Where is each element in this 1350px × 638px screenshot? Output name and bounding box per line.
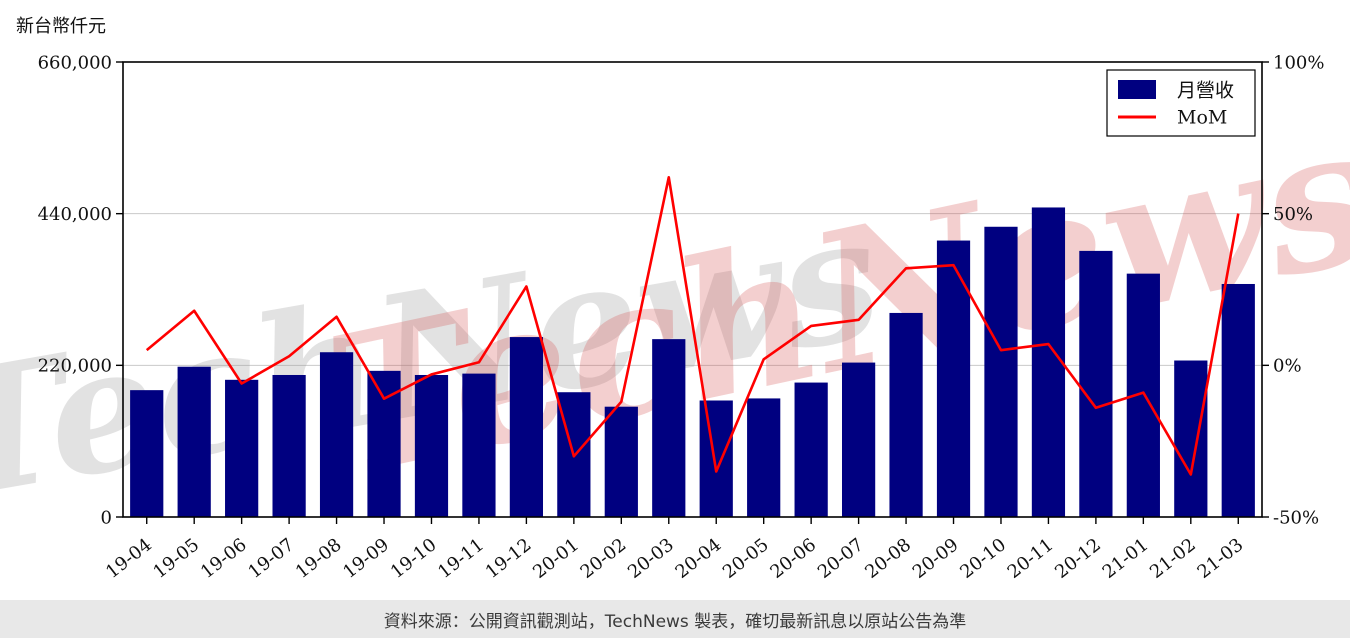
legend: 月營收 MoM [1106, 69, 1256, 137]
revenue-bar [984, 226, 1018, 518]
x-tick-label: 20-09 [909, 534, 963, 582]
revenue-bar [509, 337, 544, 517]
x-tick-label: 21-01 [1099, 534, 1153, 582]
revenue-bar [462, 373, 496, 517]
x-tick-label: 20-11 [1004, 534, 1058, 582]
gridlines [123, 213, 1262, 366]
x-tick-label: 20-05 [719, 534, 773, 582]
revenue-bar [794, 382, 828, 517]
revenue-bar [272, 374, 306, 517]
left-axis: 0 220,000 440,000 660,000 [38, 52, 123, 528]
revenue-bar [747, 398, 781, 517]
x-tick-label: 19-11 [434, 534, 488, 582]
revenue-bar [699, 400, 733, 517]
right-tick-label: -50% [1273, 507, 1319, 528]
revenue-bar [889, 312, 923, 517]
revenue-bar [604, 406, 638, 517]
x-tick-label: 20-07 [814, 534, 868, 582]
x-tick-label: 19-12 [482, 534, 536, 582]
right-tick-label: 100% [1273, 52, 1324, 73]
right-tick-label: 50% [1273, 204, 1313, 225]
y-axis-unit-label: 新台幣仟元 [16, 16, 106, 37]
revenue-bar [936, 240, 971, 517]
x-tick-label: 19-09 [339, 534, 393, 582]
left-tick-label: 660,000 [38, 52, 112, 73]
x-tick-label: 19-10 [387, 534, 441, 582]
legend-label-mom: MoM [1177, 107, 1227, 129]
x-tick-label: 20-04 [671, 534, 725, 582]
revenue-bar [1174, 360, 1208, 517]
revenue-bar [130, 390, 164, 517]
x-tick-label: 20-10 [956, 534, 1010, 582]
x-tick-label: 19-08 [292, 534, 346, 582]
revenue-mom-chart: TechNewsTechNews0220,000440,000660,000-5… [0, 52, 1350, 583]
revenue-bar [652, 339, 686, 517]
x-tick-label: 21-02 [1146, 534, 1200, 582]
left-tick-label: 0 [101, 507, 112, 528]
right-tick-label: 0% [1273, 356, 1302, 377]
x-tick-label: 20-01 [529, 534, 583, 582]
x-tick-label: 19-04 [102, 534, 156, 582]
revenue-bar [841, 362, 876, 517]
source-footer: 資料來源：公開資訊觀測站，TechNews 製表，確切最新訊息以原站公告為準 [0, 600, 1350, 638]
x-tick-label: 19-05 [149, 534, 203, 582]
x-tick-label: 20-06 [766, 534, 820, 582]
x-tick-label: 20-12 [1051, 534, 1105, 582]
revenue-bar [1031, 207, 1066, 517]
revenue-bar [367, 370, 401, 517]
revenue-bar [1079, 250, 1113, 518]
axis-frame [122, 61, 1263, 518]
x-tick-label: 19-07 [244, 534, 298, 582]
revenue-bar [319, 352, 354, 517]
x-tick-label: 20-02 [577, 534, 631, 582]
revenue-bar [1221, 283, 1255, 517]
left-tick-label: 440,000 [38, 204, 112, 225]
x-tick-label: 19-06 [197, 534, 251, 582]
revenue-bars [130, 207, 1255, 518]
source-footer-text: 資料來源：公開資訊觀測站，TechNews 製表，確切最新訊息以原站公告為準 [383, 611, 967, 632]
x-tick-label: 21-03 [1194, 534, 1248, 582]
left-tick-label: 220,000 [38, 356, 112, 377]
x-tick-label: 20-03 [624, 534, 678, 582]
mom-line [145, 175, 1240, 476]
legend-label-revenue: 月營收 [1177, 80, 1234, 102]
x-tick-label: 20-08 [861, 534, 915, 582]
x-axis: 19-0419-0519-0619-0719-0819-0919-1019-11… [102, 517, 1247, 583]
revenue-bar [414, 374, 449, 517]
revenue-bar [225, 379, 259, 517]
legend-bar-swatch [1118, 80, 1156, 99]
revenue-bar [177, 366, 211, 517]
right-axis: -50% 0% 50% 100% [1262, 52, 1324, 528]
